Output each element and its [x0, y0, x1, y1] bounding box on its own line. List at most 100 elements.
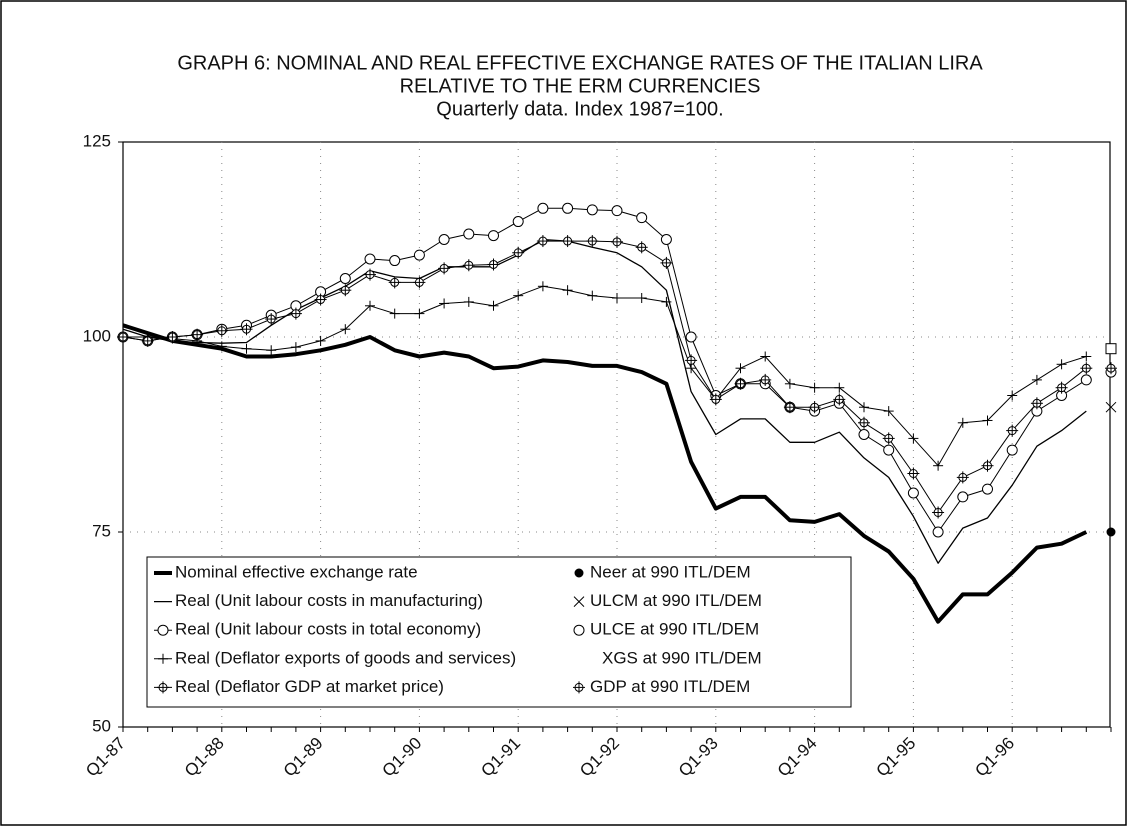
marker: [685, 354, 698, 367]
marker: [635, 241, 648, 254]
marker-part: [1105, 401, 1117, 413]
marker: [414, 308, 425, 319]
x-tick-label: Q1-94: [774, 734, 821, 781]
marker-part: [1080, 374, 1092, 386]
marker: [537, 281, 548, 292]
marker: [883, 444, 895, 456]
legend-label: Real (Unit labour costs in manufacturing…: [175, 591, 483, 610]
legend-label: ULCE at 990 ITL/DEM: [590, 620, 759, 639]
marker: [1030, 397, 1043, 410]
marker: [117, 331, 129, 343]
legend-label: XGS at 990 ITL/DEM: [602, 648, 762, 667]
marker-part: [685, 331, 697, 343]
marker: [488, 300, 499, 311]
marker: [833, 393, 846, 406]
marker-part: [611, 205, 623, 217]
marker: [1055, 381, 1068, 394]
marker-part: [660, 234, 672, 245]
legend-label: Real (Unit labour costs in total economy…: [175, 620, 481, 639]
legend-swatch: [154, 624, 172, 636]
marker: [709, 393, 722, 406]
marker: [834, 382, 845, 393]
marker-part: [1006, 444, 1018, 456]
marker: [315, 335, 326, 346]
x-tick-label: Q1-92: [576, 734, 623, 781]
marker: [339, 273, 351, 284]
series-line: [122, 207, 1087, 533]
marker: [858, 416, 870, 429]
x-tick-label: Q1-96: [971, 734, 1018, 781]
legend-swatch: [573, 624, 585, 636]
y-tick-label: 100: [83, 326, 111, 345]
marker-part: [573, 624, 585, 636]
marker: [290, 342, 301, 353]
marker: [240, 323, 253, 336]
marker-part: [488, 230, 499, 242]
y-tick-label: 50: [92, 716, 111, 735]
marker-part: [463, 228, 475, 240]
marker: [364, 253, 376, 265]
legend-label: Real (Deflator GDP at market price): [175, 677, 444, 696]
marker: [759, 373, 772, 386]
marker: [660, 256, 673, 269]
marker: [636, 212, 648, 224]
marker: [661, 296, 672, 307]
x-tick-label: Q1-89: [280, 734, 327, 781]
chart-title: GRAPH 6: NOMINAL AND REAL EFFECTIVE EXCH…: [177, 52, 983, 74]
marker: [587, 290, 598, 301]
marker: [438, 262, 451, 275]
marker: [907, 467, 920, 480]
marker: [141, 334, 154, 347]
marker: [463, 228, 475, 240]
marker: [364, 268, 376, 281]
marker-part: [586, 204, 598, 216]
marker: [574, 568, 584, 578]
marker: [611, 235, 623, 248]
chart-subtitle: Quarterly data. Index 1987=100.: [436, 98, 723, 120]
marker: [157, 681, 169, 694]
marker: [438, 234, 450, 245]
marker: [1056, 359, 1067, 370]
marker: [463, 296, 474, 307]
marker: [1006, 424, 1019, 437]
marker-part: [957, 491, 969, 503]
x-tick-label: Q1-87: [82, 734, 129, 781]
marker: [365, 300, 375, 311]
marker: [573, 596, 585, 607]
legend-swatch: [574, 568, 584, 578]
marker-part: [573, 596, 585, 607]
marker: [611, 205, 623, 217]
marker-part: [883, 444, 895, 456]
marker: [462, 259, 475, 272]
legend-label: GDP at 990 ITL/DEM: [590, 677, 750, 696]
marker: [340, 324, 351, 335]
marker: [809, 382, 820, 393]
marker: [981, 459, 994, 472]
legend-swatch: [573, 596, 585, 607]
series-line: [122, 323, 1088, 624]
marker: [586, 204, 598, 216]
marker: [957, 417, 968, 428]
marker: [289, 307, 302, 320]
chart-title-line2: RELATIVE TO THE ERM CURRENCIES: [400, 75, 761, 97]
marker: [389, 308, 400, 319]
marker: [1081, 351, 1092, 362]
marker: [562, 285, 573, 296]
marker: [1080, 374, 1092, 386]
legend-label: Neer at 990 ITL/DEM: [590, 562, 751, 581]
marker-part: [1105, 343, 1117, 355]
marker: [858, 429, 870, 440]
marker: [1007, 390, 1018, 401]
marker: [413, 249, 425, 261]
marker: [314, 293, 327, 306]
marker: [265, 313, 278, 326]
marker-part: [157, 624, 169, 636]
marker: [573, 624, 585, 636]
marker-part: [858, 429, 870, 440]
marker: [933, 460, 944, 471]
marker: [512, 246, 525, 259]
marker-part: [537, 202, 549, 214]
marker: [1006, 444, 1018, 456]
